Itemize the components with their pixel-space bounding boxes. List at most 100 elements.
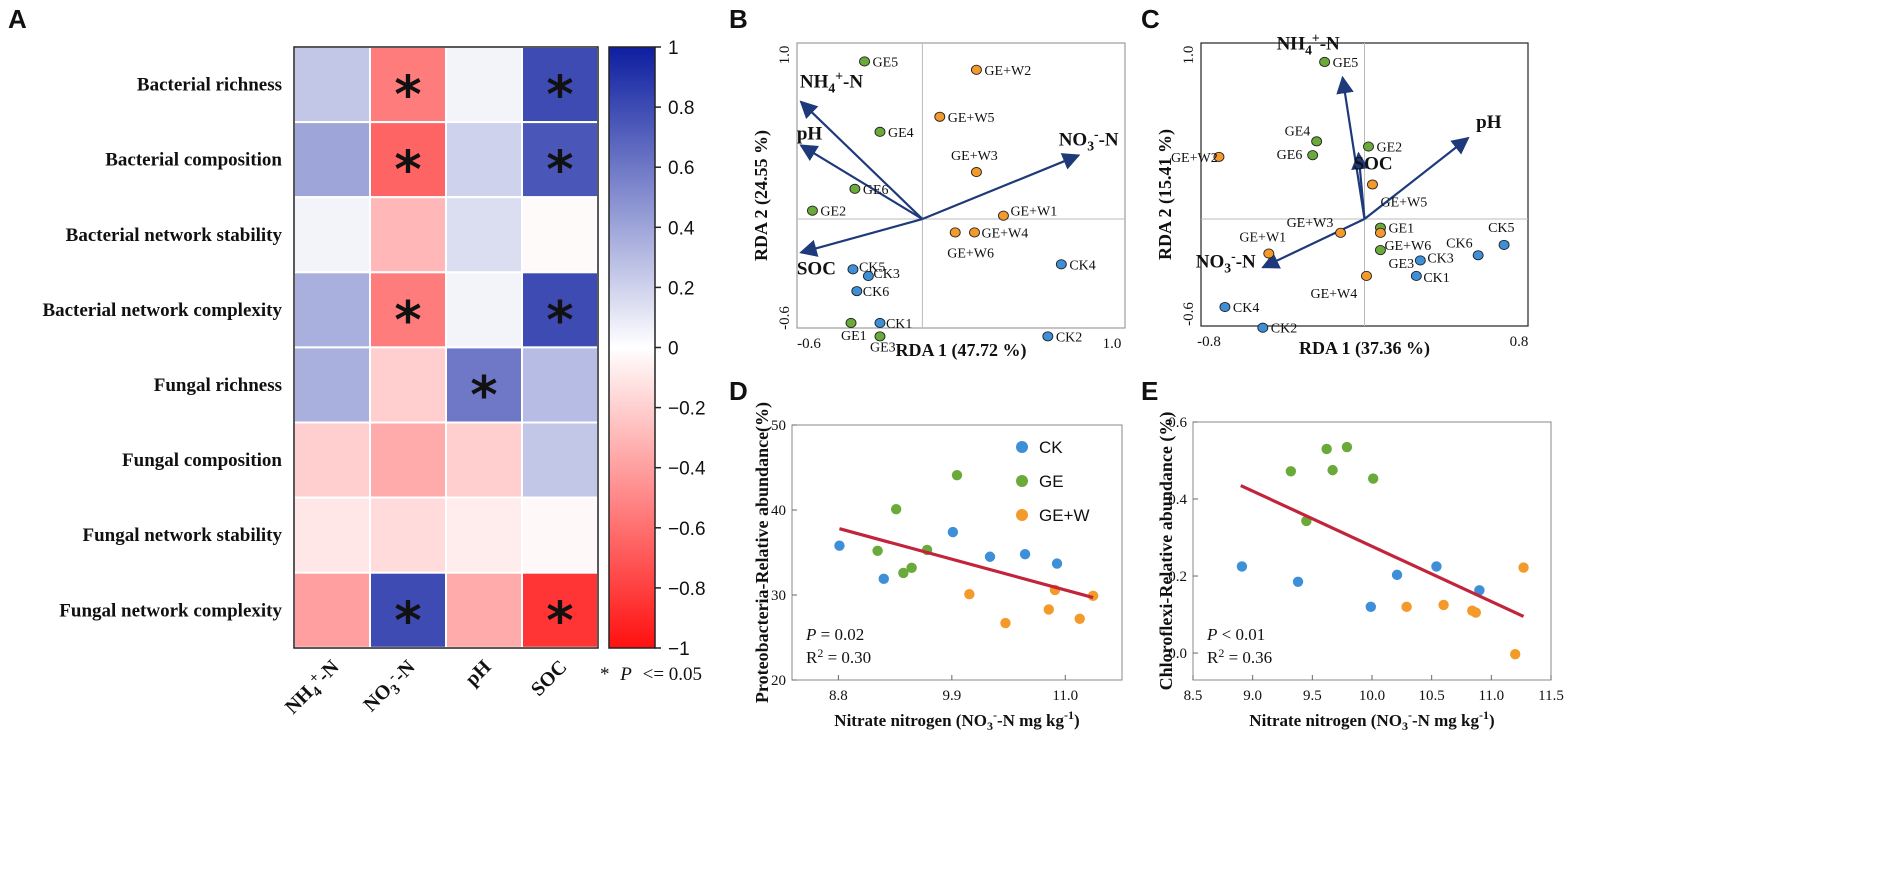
note-p: P (619, 664, 632, 685)
rda-b-frame (796, 42, 1126, 329)
rda-point-label: GE+W1 (1010, 205, 1057, 220)
data-point (1365, 601, 1377, 613)
env-vector-arrow (1363, 136, 1470, 220)
x-axis-label: RDA 1 (37.36 %) (1299, 338, 1430, 359)
rda-point-label: GE6 (1277, 148, 1303, 163)
heatmap-cell (293, 271, 371, 349)
y-tick-label: 0.6 (1168, 415, 1187, 431)
heatmap-column-label: pH (461, 656, 496, 691)
heatmap-column-label: SOC (527, 656, 572, 701)
rda-point (849, 183, 861, 194)
heatmap-row-label: Bacterial network complexity (42, 300, 282, 321)
rda-point-label: CK1 (1423, 271, 1449, 286)
heatmap-cell (445, 571, 523, 649)
env-vector-label: NH4+-N (800, 69, 863, 96)
data-point (1019, 549, 1031, 560)
rda-point-label: GE6 (863, 183, 889, 198)
rda-point-label: GE+W3 (951, 149, 998, 164)
env-vector-label: pH (797, 123, 823, 144)
significance-star: * (394, 66, 421, 126)
rda-point (969, 227, 980, 238)
env-vector-arrow (1336, 75, 1366, 220)
data-point (834, 540, 845, 551)
rda-point (1219, 301, 1231, 313)
y-tick-label: 0.4 (1168, 492, 1187, 508)
rda-point-label: GE4 (888, 126, 914, 141)
x-tick-label: -0.8 (1197, 334, 1221, 350)
rda-point (970, 167, 982, 178)
significance-note: * P <= 0.05 (600, 664, 702, 685)
rda-point-label: GE2 (820, 205, 846, 220)
data-point (1431, 561, 1442, 572)
colorbar-tick-label: −0.2 (668, 399, 706, 420)
panel-label-e: E (1141, 376, 1158, 406)
x-axis-label: Nitrate nitrogen (NO3--N mg kg-1) (1249, 708, 1494, 733)
y-tick-label: 50 (771, 418, 786, 434)
heatmap-row-labels: Bacterial richness Bacterial composition B… (42, 75, 282, 622)
panel-label-a: A (8, 4, 27, 34)
data-point (1341, 441, 1353, 453)
x-tick-label: 9.5 (1303, 688, 1322, 704)
heatmap-cell (445, 271, 523, 349)
data-point (1285, 466, 1297, 477)
heatmap-cell (369, 496, 447, 574)
heatmap-row-label: Fungal composition (122, 450, 282, 471)
colorbar-tick-label: 1 (668, 38, 679, 59)
rda-point-label: GE+W4 (982, 226, 1029, 241)
e-plot: 8.5 9.0 9.5 10.0 10.5 11.0 11.5 0.6 0.4 0.2 0.0 P <… (1156, 412, 1564, 733)
heatmap-cell (369, 196, 447, 274)
env-vector-label: NH4+-N (1277, 31, 1340, 58)
rda-point (970, 64, 982, 75)
x-tick-label: -0.6 (797, 336, 821, 352)
rda-point-label: GE2 (1376, 141, 1402, 156)
x-axis-label: RDA 1 (47.72 %) (896, 340, 1027, 361)
heatmap-cell (521, 271, 599, 349)
d-plot: 8.8 9.9 11.0 50 40 30 20 P = 0.02 R2 = 0.30 CK GE G… (752, 402, 1099, 733)
rda-point (1414, 255, 1426, 266)
data-point (1367, 473, 1379, 484)
data-point (1474, 585, 1485, 596)
heatmap-cell (369, 421, 447, 499)
data-point (1292, 576, 1304, 588)
rda-point (859, 56, 870, 67)
heatmap-cell (521, 421, 599, 499)
x-tick-label: 1.0 (1103, 336, 1122, 352)
heatmap-cell (369, 46, 447, 124)
rda-point (874, 331, 886, 342)
heatmap-cell (521, 196, 599, 274)
colorbar-tick-label: −0.6 (668, 519, 706, 540)
y-tick-label: 1.0 (777, 46, 793, 65)
heatmap-cells: * * * * * * * * * (293, 46, 599, 651)
rda-point (1472, 250, 1484, 261)
rda-point-label: GE4 (1285, 124, 1311, 139)
env-vector-arrow (921, 153, 1081, 221)
rda-point-label: CK2 (1056, 330, 1082, 345)
x-tick-label: 10.5 (1419, 688, 1445, 704)
significance-star: * (546, 141, 573, 201)
y-tick-label: 20 (771, 673, 786, 689)
rda-point-label: GE+W6 (1384, 239, 1431, 254)
rda-point (874, 317, 886, 329)
data-point (1391, 569, 1403, 581)
env-vector-label: NO3--N (1059, 126, 1119, 153)
p-value-text: P < 0.01 (1206, 625, 1265, 644)
rda-point-label: CK4 (1069, 258, 1095, 273)
significance-star: * (546, 591, 573, 651)
rda-point-label: GE+W6 (947, 246, 994, 261)
y-tick-label: 0.0 (1168, 646, 1187, 662)
legend-marker (1016, 441, 1028, 453)
rda-point-label: CK6 (1446, 236, 1472, 251)
p-value-text: P = 0.02 (805, 625, 864, 644)
rda-point (1307, 150, 1319, 161)
data-point (951, 469, 963, 481)
legend-marker (1016, 509, 1028, 521)
data-point (964, 588, 975, 600)
rda-point-label: GE3 (870, 340, 896, 355)
chloroflexi-regression-panel: 8.5 9.0 9.5 10.0 10.5 11.0 11.5 0.6 0.4 0.2 0.0 P <… (1156, 412, 1564, 733)
panel-label-b: B (729, 4, 748, 34)
rda-point-label: GE+W4 (1310, 287, 1357, 302)
heatmap-row-label: Bacterial composition (105, 150, 282, 171)
rda-point-label: GE+W5 (948, 111, 995, 126)
heatmap-cell (369, 571, 447, 649)
